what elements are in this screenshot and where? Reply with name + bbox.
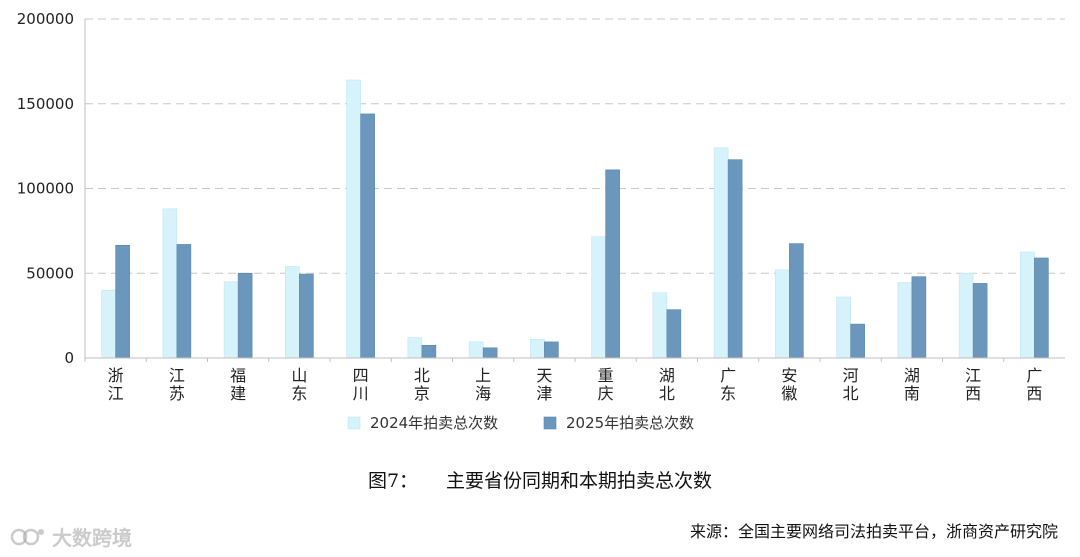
bar-2024-12 <box>836 296 851 359</box>
bar-2024-2 <box>223 281 239 359</box>
watermark-text: 大数跨境 <box>52 526 132 550</box>
x-tick-label: 江苏 <box>169 366 185 403</box>
bar-2024-11 <box>775 269 790 359</box>
gridlines <box>85 18 1065 274</box>
bar-2025-3 <box>299 273 314 359</box>
x-tick-label: 广西 <box>1026 366 1042 403</box>
x-tick-label: 河北 <box>843 366 859 403</box>
x-tick-label: 四川 <box>353 366 369 403</box>
bar-2024-15 <box>1020 251 1035 359</box>
bar-2024-0 <box>101 289 116 359</box>
bar-2025-1 <box>176 244 192 359</box>
y-tick-label: 200000 <box>17 10 74 28</box>
y-tick-label: 0 <box>64 349 74 367</box>
bar-2025-2 <box>237 272 253 359</box>
bar-2025-0 <box>115 244 130 359</box>
watermark: 大数跨境 <box>10 522 132 551</box>
bar-2025-11 <box>789 243 804 359</box>
bar-2025-9 <box>666 309 682 359</box>
bar-2025-15 <box>1034 257 1049 359</box>
bar-2024-10 <box>713 147 729 359</box>
x-tick-label: 浙江 <box>108 366 124 403</box>
bar-2024-4 <box>346 79 361 359</box>
x-tick-label: 广东 <box>720 366 736 403</box>
bar-chart: 200000 150000 100000 50000 0 浙江 江苏 福建 山东 四川 北京 上海 天… <box>17 10 1065 432</box>
legend-swatch-1 <box>543 416 557 430</box>
bar-2024-8 <box>591 236 606 359</box>
x-tick-label: 上海 <box>475 366 491 403</box>
x-tick-label: 山东 <box>291 366 307 403</box>
source-note: 来源：全国主要网络司法拍卖平台，浙商资产研究院 <box>689 522 1058 541</box>
bar-2025-14 <box>972 283 988 359</box>
logo-icon <box>10 528 44 545</box>
figure-number: 图7： <box>367 470 419 492</box>
legend-label-0: 2024年拍卖总次数 <box>370 414 498 432</box>
bar-2024-3 <box>285 266 300 359</box>
bar-2024-14 <box>958 272 974 359</box>
bar-2025-8 <box>605 169 620 359</box>
bar-2024-9 <box>652 292 668 359</box>
x-axis: 浙江 江苏 福建 山东 四川 北京 上海 天津 重庆 湖北 广东 安徽 河北 湖南 江西 广西 <box>84 357 1065 403</box>
legend: 2024年拍卖总次数 2025年拍卖总次数 <box>347 414 694 432</box>
bar-2024-7 <box>530 339 545 359</box>
bar-2025-13 <box>911 276 927 359</box>
bar-2024-6 <box>468 341 484 359</box>
x-tick-label: 湖北 <box>659 366 675 403</box>
bar-2025-10 <box>727 159 743 359</box>
bar-2025-12 <box>850 323 865 359</box>
bar-2025-7 <box>544 341 559 359</box>
figure-caption: 图7： 主要省份同期和本期拍卖总次数 <box>0 466 1080 493</box>
bar-2025-6 <box>482 347 498 359</box>
x-tick-label: 江西 <box>965 366 981 403</box>
figure-title: 主要省份同期和本期拍卖总次数 <box>446 470 713 492</box>
y-axis: 200000 150000 100000 50000 0 <box>17 10 86 367</box>
x-tick-label: 天津 <box>536 366 552 403</box>
y-tick-label: 50000 <box>26 264 74 282</box>
y-tick-label: 100000 <box>17 180 74 198</box>
x-tick-label: 湖南 <box>904 366 920 403</box>
bar-2024-5 <box>407 337 423 359</box>
x-tick-label: 福建 <box>230 366 246 403</box>
x-tick-label: 北京 <box>414 366 430 403</box>
bar-2025-4 <box>360 113 375 359</box>
bar-2024-13 <box>897 282 913 359</box>
legend-label-1: 2025年拍卖总次数 <box>566 414 694 432</box>
bar-2025-5 <box>421 344 437 359</box>
x-tick-label: 安徽 <box>781 366 797 403</box>
x-tick-label: 重庆 <box>598 366 614 403</box>
bars <box>101 79 1049 359</box>
bar-2024-1 <box>162 208 178 359</box>
legend-swatch-0 <box>347 416 361 430</box>
y-tick-label: 150000 <box>17 95 74 113</box>
